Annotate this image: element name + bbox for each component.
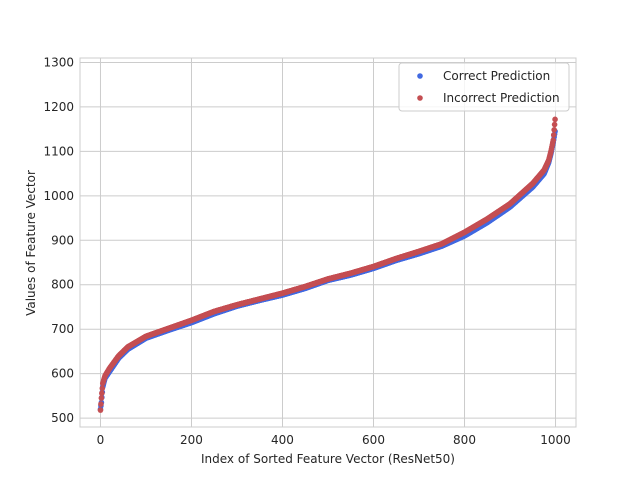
x-tick-label: 800 [453, 433, 476, 447]
series-incorrect [97, 116, 558, 413]
y-tick-label: 600 [51, 367, 74, 381]
x-tick-label: 1000 [540, 433, 571, 447]
data-point [97, 407, 104, 413]
x-tick-label: 0 [97, 433, 105, 447]
y-tick-label: 1200 [43, 100, 74, 114]
x-tick-label: 600 [362, 433, 385, 447]
data-point [99, 390, 105, 397]
data-point [550, 132, 557, 138]
y-tick-label: 700 [51, 322, 74, 336]
data-point [98, 395, 105, 401]
data-point [99, 385, 106, 392]
y-tick-label: 1000 [43, 189, 74, 203]
data-point [551, 127, 557, 133]
x-tick-label: 400 [271, 433, 294, 447]
legend-marker-correct [417, 73, 423, 79]
y-tick-label: 900 [51, 233, 74, 247]
legend-label-incorrect: Incorrect Prediction [443, 91, 560, 105]
data-point [550, 137, 557, 144]
legend-marker-incorrect [417, 95, 423, 101]
legend: Correct Prediction Incorrect Prediction [398, 62, 570, 112]
x-tick-label: 200 [180, 433, 203, 447]
plot-frame [79, 57, 577, 428]
data-points [97, 116, 558, 413]
legend-box [398, 62, 570, 112]
data-point [551, 121, 558, 128]
y-tick-label: 1300 [43, 55, 74, 69]
data-point [552, 116, 558, 123]
data-point [98, 401, 104, 407]
y-tick-label: 800 [51, 278, 74, 292]
x-axis-label: Index of Sorted Feature Vector (ResNet50… [201, 452, 455, 466]
tick-labels: 0 200 400 600 800 1000 500 600 700 800 900 1000 1100… [43, 55, 570, 447]
legend-label-correct: Correct Prediction [443, 69, 550, 83]
plot-area [80, 58, 576, 427]
y-tick-label: 500 [51, 411, 74, 425]
y-axis-label: Values of Feature Vector [24, 170, 38, 316]
y-tick-label: 1100 [43, 144, 74, 158]
